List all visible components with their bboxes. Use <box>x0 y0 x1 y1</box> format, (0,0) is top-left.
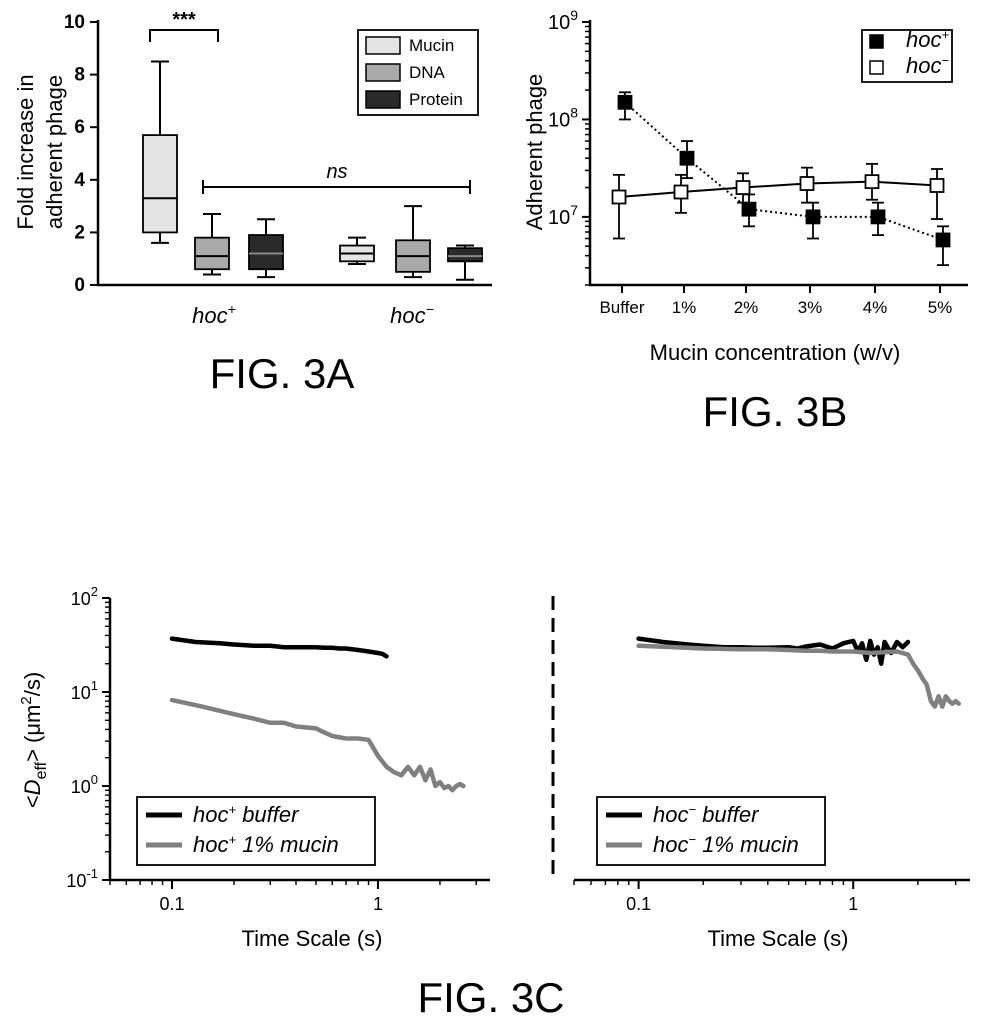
panel-3b-legend: hoc+ hoc− <box>862 27 952 82</box>
panel-3b-figure-label: FIG. 3B <box>703 388 848 435</box>
legend-label-hocminus-buffer: hoc− buffer <box>653 802 760 827</box>
legend-swatch-protein <box>366 91 400 108</box>
panel-3c-left-legend: hoc+ buffer hoc+ 1% mucin <box>137 797 375 865</box>
series-hoc-plus-point-3- <box>807 210 820 223</box>
panel-3c-right-xlabel: Time Scale (s) <box>708 926 849 951</box>
panel-3c-right-x-tick-label-1: 1 <box>848 894 858 914</box>
legend-marker-hoc-plus <box>870 35 883 48</box>
panel-3b-y-tick-label-1e9: 109 <box>548 7 578 34</box>
panel-3b-y-tick-label-1e8: 108 <box>548 104 578 131</box>
panel-3c-right-plot <box>639 639 959 707</box>
series-hoc-minus-point-buffer <box>613 190 626 203</box>
series-hoc-plus-point-4- <box>872 210 885 223</box>
panel-3a-ns-label: ns <box>326 161 347 183</box>
panel-3c-y-tick-label-1e2: 102 <box>71 584 98 609</box>
panel-3c-right-series-hoc-minus-1-mucin <box>639 646 959 707</box>
series-hoc-plus-point-2- <box>743 203 756 216</box>
panel-3c-right-legend: hoc− buffer hoc− 1% mucin <box>597 797 825 865</box>
panel-3c-y-tick-label-1e-1: 10-1 <box>66 866 98 891</box>
legend-label-mucin: Mucin <box>409 36 454 55</box>
legend-swatch-mucin <box>366 37 400 54</box>
panel-3b-y-tick-label-1e7: 107 <box>548 202 578 229</box>
panel-3a-ylabel-line2: adherent phage <box>42 75 67 229</box>
panel-3a-group-label-hoc-minus: hoc− <box>390 301 434 328</box>
panel-3c-left-series-hoc-plus-buffer <box>172 639 387 657</box>
panel-3a-group-label-hoc-plus: hoc+ <box>192 301 236 328</box>
legend-label-hocplus-mucin: hoc+ 1% mucin <box>193 832 339 857</box>
box-g0-mucin-iqr <box>143 135 177 232</box>
panel-3a-y-tick-label-4: 4 <box>74 170 85 191</box>
box-g0-protein-iqr <box>249 235 283 269</box>
series-hoc-minus-point-2- <box>737 181 750 194</box>
panel-3c-left-xlabel: Time Scale (s) <box>242 926 383 951</box>
legend-marker-hoc-minus <box>870 61 883 74</box>
panel-3c-y-tick-label-1e1: 101 <box>71 678 98 703</box>
panel-3c-ylabel: <Deff> (μm2/s) <box>18 672 50 808</box>
series-hoc-minus-line <box>619 182 937 197</box>
legend-label-protein: Protein <box>409 90 463 109</box>
box-g1-protein-iqr <box>448 248 482 261</box>
panel-3b-x-tick-label-5-: 5% <box>928 298 953 317</box>
series-hoc-minus-point-4- <box>866 175 879 188</box>
panel-3a-y-ticks: 0 2 4 6 8 10 <box>64 12 98 296</box>
panel-3a-y-tick-label-2: 2 <box>74 222 85 243</box>
panel-3c-right-x-tick-label-0-1: 0.1 <box>626 894 651 914</box>
panel-3c-figure-label: FIG. 3C <box>417 974 564 1021</box>
legend-label-hocplus-buffer: hoc+ buffer <box>193 802 300 827</box>
panel-3b-x-tick-label-3-: 3% <box>798 298 823 317</box>
panel-3a-y-tick-label-0: 0 <box>74 275 85 296</box>
panel-3c: 10-1 100 101 102 0.1 1 0.1 1 <Deff> (μm2/s) Tim… <box>18 584 970 1021</box>
panel-3a: 0246810 Fold increase in adherent phage … <box>13 9 492 397</box>
series-hoc-plus-point-5- <box>937 233 950 246</box>
legend-swatch-dna <box>366 64 400 81</box>
panel-3b-x-tick-label-4-: 4% <box>863 298 888 317</box>
series-hoc-plus-point-1- <box>681 152 694 165</box>
panel-3a-significance-bracket <box>150 30 218 42</box>
panel-3b-x-tick-label-1-: 1% <box>672 298 697 317</box>
panel-3c-left-series-hoc-plus-1-mucin <box>172 700 463 790</box>
panel-3b-x-tick-label-2-: 2% <box>734 298 759 317</box>
panel-3b-plot <box>613 92 950 265</box>
series-hoc-minus-point-1- <box>675 186 688 199</box>
panel-3b: 107 108 109 Buffer 1% 2% 3% 4% 5% Adherent phage… <box>522 7 968 435</box>
panel-3c-left-x-tick-label-0-1: 0.1 <box>159 894 184 914</box>
panel-3b-xlabel: Mucin concentration (w/v) <box>650 340 901 365</box>
panel-3a-figure-label: FIG. 3A <box>210 350 355 397</box>
panel-3c-y-tick-label-1e0: 100 <box>71 772 98 797</box>
series-hoc-plus-point-buffer <box>619 96 632 109</box>
legend-label-dna: DNA <box>409 63 446 82</box>
panel-3a-y-tick-label-6: 6 <box>74 117 85 138</box>
legend-label-hocminus-mucin: hoc− 1% mucin <box>653 832 799 857</box>
series-hoc-plus-line <box>625 102 943 240</box>
panel-3c-left-x-tick-label-1: 1 <box>373 894 383 914</box>
panel-3b-ylabel: Adherent phage <box>522 74 547 231</box>
panel-3c-left-plot <box>172 639 463 791</box>
panel-3a-ylabel-line1: Fold increase in <box>13 74 38 229</box>
box-g0-dna-iqr <box>195 238 229 270</box>
panel-3a-y-tick-label-8: 8 <box>74 65 85 86</box>
panel-3a-legend: Mucin DNA Protein <box>358 30 478 115</box>
series-hoc-minus-point-5- <box>931 179 944 192</box>
panel-3a-y-tick-label-10: 10 <box>64 12 85 33</box>
panel-3a-significance-stars: *** <box>172 9 196 31</box>
panel-3b-x-tick-label-buffer: Buffer <box>599 298 644 317</box>
series-hoc-minus-point-3- <box>801 177 814 190</box>
